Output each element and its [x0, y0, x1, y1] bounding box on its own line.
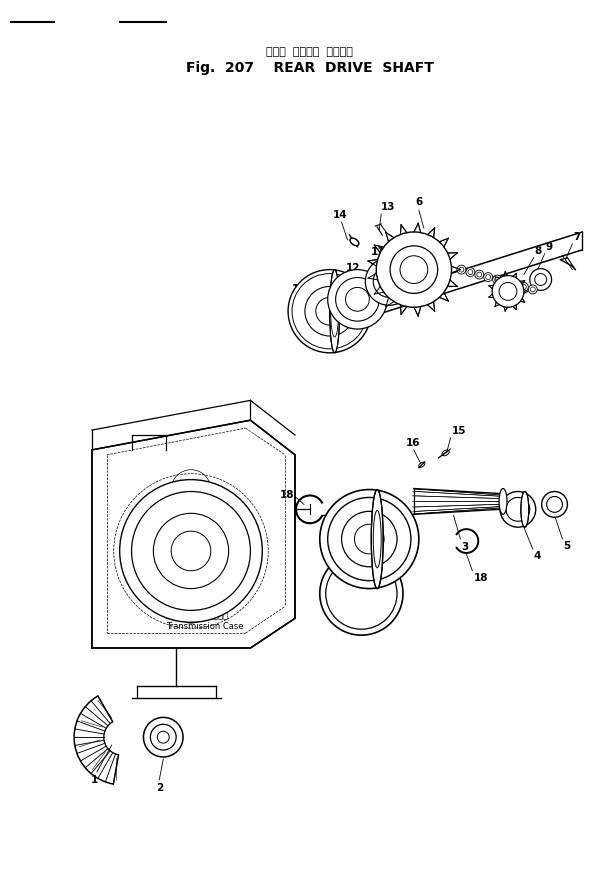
Circle shape [143, 717, 183, 757]
Circle shape [320, 552, 403, 635]
Circle shape [484, 273, 493, 282]
Circle shape [377, 232, 452, 307]
Ellipse shape [350, 238, 359, 246]
Text: 19: 19 [349, 614, 363, 624]
Text: 9: 9 [546, 242, 553, 252]
Text: 5: 5 [564, 541, 571, 551]
Text: 10: 10 [291, 284, 306, 295]
Text: 13: 13 [381, 202, 395, 212]
Text: 15: 15 [452, 426, 466, 436]
Text: 2: 2 [156, 782, 163, 793]
Text: リヤー  ドライブ  シャフト: リヤー ドライブ シャフト [266, 47, 353, 56]
Text: 3: 3 [461, 542, 469, 552]
Text: 1: 1 [91, 774, 98, 785]
Circle shape [542, 492, 567, 517]
Circle shape [510, 280, 519, 289]
Circle shape [320, 489, 419, 589]
Circle shape [328, 269, 387, 329]
Text: 17: 17 [370, 612, 385, 621]
Circle shape [288, 269, 371, 353]
Text: 12: 12 [346, 262, 361, 273]
Ellipse shape [521, 492, 529, 527]
Circle shape [365, 258, 413, 305]
Text: 18: 18 [474, 573, 488, 583]
Circle shape [466, 268, 475, 276]
Ellipse shape [499, 488, 507, 514]
Text: 7: 7 [574, 231, 581, 242]
Circle shape [390, 246, 437, 293]
Text: Transmission Case: Transmission Case [166, 622, 244, 631]
Circle shape [528, 285, 537, 294]
Text: 6: 6 [415, 197, 423, 207]
Text: 11: 11 [371, 246, 385, 257]
Circle shape [493, 275, 501, 284]
Text: トランスミッションケース: トランスミッションケース [168, 612, 228, 620]
Text: 8: 8 [535, 246, 542, 256]
Circle shape [457, 265, 466, 274]
Text: 16: 16 [406, 438, 420, 448]
Text: 14: 14 [333, 210, 348, 220]
Circle shape [475, 270, 484, 279]
Circle shape [519, 282, 528, 291]
Circle shape [530, 268, 552, 290]
Circle shape [492, 275, 524, 307]
Ellipse shape [330, 269, 340, 353]
Circle shape [501, 277, 510, 287]
Text: Fig.  207    REAR  DRIVE  SHAFT: Fig. 207 REAR DRIVE SHAFT [186, 61, 434, 75]
Circle shape [120, 480, 262, 622]
Text: 18: 18 [279, 490, 294, 501]
Text: 4: 4 [534, 551, 541, 561]
Ellipse shape [371, 489, 383, 589]
Circle shape [500, 492, 536, 527]
